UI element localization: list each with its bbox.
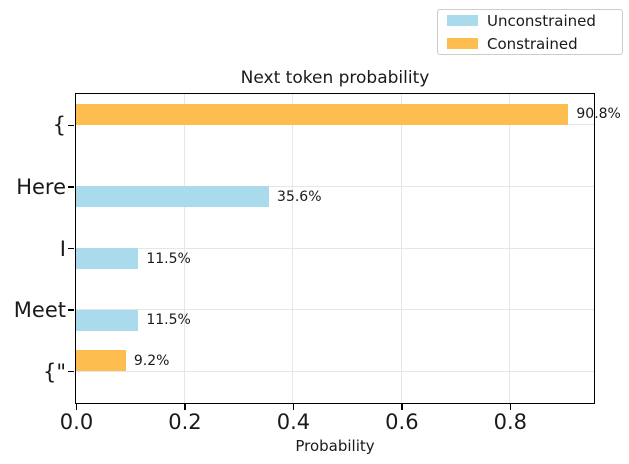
- x-tick-mark: [401, 404, 403, 410]
- y-tick-label: {: [52, 113, 66, 138]
- bar-value-label: 90.8%: [576, 106, 621, 123]
- y-tick-mark: [68, 186, 74, 188]
- x-tick-label: 0.2: [168, 410, 202, 434]
- bar-unconstrained: [76, 309, 139, 331]
- bar-unconstrained: [76, 248, 139, 269]
- y-tick-label: Meet: [13, 298, 66, 323]
- x-gridline: [183, 94, 185, 403]
- legend-swatch-unconstrained-icon: [447, 15, 478, 26]
- y-tick-label: {": [42, 359, 66, 384]
- legend-entry-unconstrained: Unconstrained: [447, 13, 622, 29]
- x-tick-label: 0.4: [276, 410, 311, 434]
- y-tick-mark: [68, 309, 74, 311]
- legend-entry-constrained: Constrained: [447, 36, 622, 52]
- x-tick-label: 0.6: [385, 410, 419, 434]
- bar-constrained: [76, 350, 126, 372]
- x-tick-mark: [184, 404, 186, 410]
- x-tick-mark: [292, 404, 295, 410]
- legend-label-unconstrained: Unconstrained: [487, 11, 596, 30]
- y-tick-label: I: [59, 236, 66, 261]
- y-tick-mark: [68, 124, 74, 127]
- y-tick-mark: [68, 370, 74, 373]
- bar-value-label: 11.5%: [146, 312, 191, 329]
- y-tick-label: Here: [16, 174, 66, 199]
- x-tick-label: 0.8: [493, 410, 528, 434]
- x-tick-label: 0.0: [59, 410, 94, 434]
- bar-value-label: 9.2%: [133, 352, 170, 369]
- y-gridline: [76, 309, 594, 311]
- bar-value-label: 35.6%: [277, 188, 322, 205]
- x-tick-mark: [509, 404, 512, 410]
- chart-title: Next token probability: [240, 68, 430, 88]
- y-tick-mark: [68, 247, 74, 250]
- bar-unconstrained: [76, 186, 270, 208]
- y-gridline: [76, 370, 594, 372]
- x-tick-mark: [75, 404, 78, 410]
- y-gridline: [76, 247, 594, 249]
- y-gridline: [76, 185, 594, 187]
- legend-swatch-constrained-icon: [447, 38, 478, 49]
- plot-area: 35.6% 11.5% 11.5% 90.8% 9.2%: [75, 93, 621, 404]
- legend: Unconstrained Constrained: [437, 9, 623, 55]
- bar-value-label: 11.5%: [146, 250, 191, 267]
- x-gridline: [292, 94, 294, 403]
- legend-label-constrained: Constrained: [487, 34, 578, 53]
- x-axis-label: Probability: [295, 437, 375, 455]
- x-gridline: [509, 94, 511, 403]
- y-gridline: [76, 124, 594, 126]
- x-gridline: [400, 94, 402, 403]
- bar-constrained: [76, 103, 569, 125]
